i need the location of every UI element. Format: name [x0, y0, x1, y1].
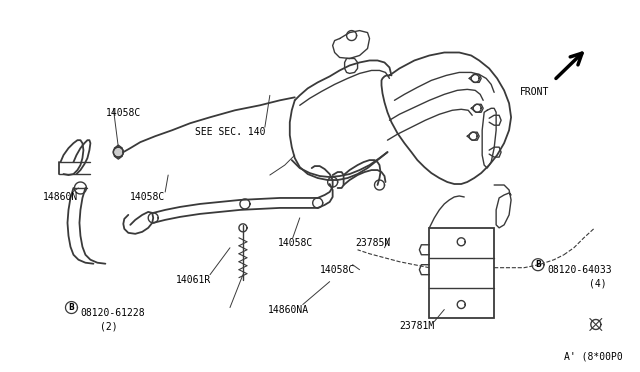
Text: SEE SEC. 140: SEE SEC. 140: [195, 127, 266, 137]
Text: 14058C: 14058C: [106, 108, 141, 118]
Text: 14860NA: 14860NA: [268, 305, 309, 315]
Text: B: B: [68, 303, 74, 312]
Text: 08120-61228: 08120-61228: [81, 308, 145, 318]
Text: 14058C: 14058C: [131, 192, 166, 202]
Text: 14061R: 14061R: [176, 275, 211, 285]
Text: 08120-64033: 08120-64033: [547, 265, 612, 275]
Text: 14860N: 14860N: [43, 192, 78, 202]
Text: A' (8*00P0: A' (8*00P0: [564, 352, 623, 361]
Text: 14058C: 14058C: [278, 238, 313, 248]
Text: (2): (2): [100, 321, 118, 331]
Text: FRONT: FRONT: [520, 87, 549, 97]
Text: 23781M: 23781M: [399, 321, 435, 331]
Text: 14058C: 14058C: [320, 265, 355, 275]
Bar: [429, 228, 494, 318]
Text: B: B: [535, 260, 541, 269]
Text: (4): (4): [589, 279, 607, 289]
Polygon shape: [113, 147, 124, 157]
Text: 23785N: 23785N: [356, 238, 391, 248]
